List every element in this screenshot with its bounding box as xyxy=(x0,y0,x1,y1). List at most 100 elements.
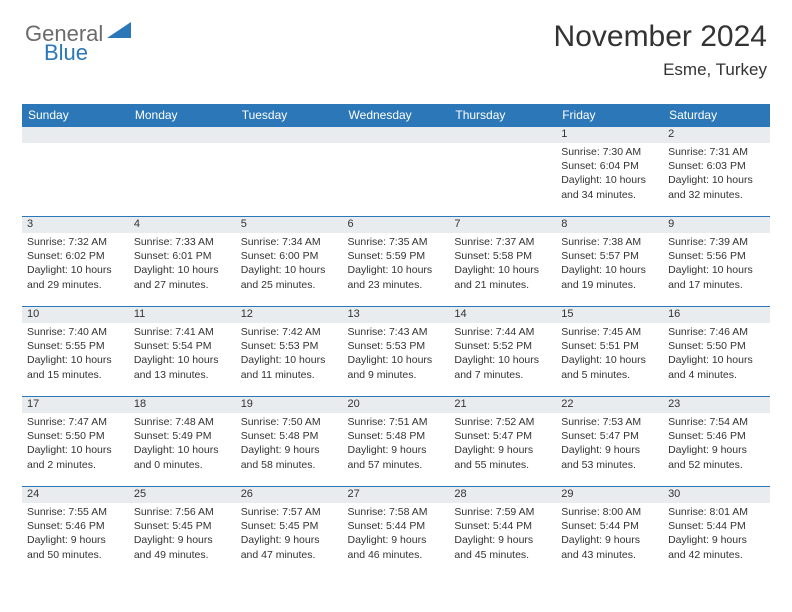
calendar-cell xyxy=(236,127,343,217)
sunset-line: Sunset: 6:01 PM xyxy=(134,249,231,263)
sunrise-line: Sunrise: 7:52 AM xyxy=(454,415,551,429)
daylight-line: Daylight: 10 hours and 27 minutes. xyxy=(134,263,231,291)
daylight-line: Daylight: 9 hours and 49 minutes. xyxy=(134,533,231,561)
daylight-line: Daylight: 9 hours and 45 minutes. xyxy=(454,533,551,561)
sunrise-line: Sunrise: 7:47 AM xyxy=(27,415,124,429)
day-number: 18 xyxy=(129,397,236,413)
daylight-line: Daylight: 10 hours and 4 minutes. xyxy=(668,353,765,381)
sunrise-line: Sunrise: 7:33 AM xyxy=(134,235,231,249)
day-number: 30 xyxy=(663,487,770,503)
daylight-line: Daylight: 9 hours and 57 minutes. xyxy=(348,443,445,471)
sunrise-line: Sunrise: 7:30 AM xyxy=(561,145,658,159)
calendar-cell: 10Sunrise: 7:40 AMSunset: 5:55 PMDayligh… xyxy=(22,307,129,397)
sunrise-line: Sunrise: 7:57 AM xyxy=(241,505,338,519)
calendar-cell: 18Sunrise: 7:48 AMSunset: 5:49 PMDayligh… xyxy=(129,397,236,487)
day-number: 7 xyxy=(449,217,556,233)
day-number: 4 xyxy=(129,217,236,233)
day-details: Sunrise: 7:42 AMSunset: 5:53 PMDaylight:… xyxy=(236,323,343,384)
calendar-cell: 14Sunrise: 7:44 AMSunset: 5:52 PMDayligh… xyxy=(449,307,556,397)
day-number: 13 xyxy=(343,307,450,323)
daylight-line: Daylight: 10 hours and 21 minutes. xyxy=(454,263,551,291)
daylight-line: Daylight: 10 hours and 0 minutes. xyxy=(134,443,231,471)
day-details: Sunrise: 7:37 AMSunset: 5:58 PMDaylight:… xyxy=(449,233,556,294)
daylight-line: Daylight: 10 hours and 23 minutes. xyxy=(348,263,445,291)
daylight-line: Daylight: 10 hours and 25 minutes. xyxy=(241,263,338,291)
calendar-cell: 6Sunrise: 7:35 AMSunset: 5:59 PMDaylight… xyxy=(343,217,450,307)
daylight-line: Daylight: 9 hours and 58 minutes. xyxy=(241,443,338,471)
sunrise-line: Sunrise: 7:39 AM xyxy=(668,235,765,249)
sunset-line: Sunset: 5:57 PM xyxy=(561,249,658,263)
weekday-header: Tuesday xyxy=(236,104,343,127)
daylight-line: Daylight: 9 hours and 53 minutes. xyxy=(561,443,658,471)
sunrise-line: Sunrise: 7:37 AM xyxy=(454,235,551,249)
calendar-cell: 5Sunrise: 7:34 AMSunset: 6:00 PMDaylight… xyxy=(236,217,343,307)
daylight-line: Daylight: 9 hours and 42 minutes. xyxy=(668,533,765,561)
sunrise-line: Sunrise: 7:51 AM xyxy=(348,415,445,429)
sunrise-line: Sunrise: 8:00 AM xyxy=(561,505,658,519)
day-details: Sunrise: 7:57 AMSunset: 5:45 PMDaylight:… xyxy=(236,503,343,564)
day-details: Sunrise: 7:45 AMSunset: 5:51 PMDaylight:… xyxy=(556,323,663,384)
day-number-empty xyxy=(236,127,343,143)
day-details: Sunrise: 7:35 AMSunset: 5:59 PMDaylight:… xyxy=(343,233,450,294)
day-number: 16 xyxy=(663,307,770,323)
sunset-line: Sunset: 5:56 PM xyxy=(668,249,765,263)
day-number: 10 xyxy=(22,307,129,323)
calendar-cell: 9 Sunrise: 7:39 AMSunset: 5:56 PMDaylight… xyxy=(663,217,770,307)
calendar-cell: 17Sunrise: 7:47 AMSunset: 5:50 PMDayligh… xyxy=(22,397,129,487)
sunrise-line: Sunrise: 7:54 AM xyxy=(668,415,765,429)
header-right: November 2024 Esme, Turkey xyxy=(554,20,767,80)
sunrise-line: Sunrise: 7:45 AM xyxy=(561,325,658,339)
day-number: 9 xyxy=(663,217,770,233)
day-number: 2 xyxy=(663,127,770,143)
day-number: 26 xyxy=(236,487,343,503)
sunset-line: Sunset: 5:51 PM xyxy=(561,339,658,353)
day-number: 1 xyxy=(556,127,663,143)
day-details: Sunrise: 7:46 AMSunset: 5:50 PMDaylight:… xyxy=(663,323,770,384)
day-details: Sunrise: 7:50 AMSunset: 5:48 PMDaylight:… xyxy=(236,413,343,474)
sunset-line: Sunset: 6:03 PM xyxy=(668,159,765,173)
day-details: Sunrise: 7:34 AMSunset: 6:00 PMDaylight:… xyxy=(236,233,343,294)
daylight-line: Daylight: 9 hours and 52 minutes. xyxy=(668,443,765,471)
calendar-table: Sunday Monday Tuesday Wednesday Thursday… xyxy=(22,104,770,577)
sunrise-line: Sunrise: 7:32 AM xyxy=(27,235,124,249)
calendar-cell: 29Sunrise: 8:00 AMSunset: 5:44 PMDayligh… xyxy=(556,487,663,577)
calendar-cell xyxy=(343,127,450,217)
calendar-cell: 13Sunrise: 7:43 AMSunset: 5:53 PMDayligh… xyxy=(343,307,450,397)
sunrise-line: Sunrise: 7:59 AM xyxy=(454,505,551,519)
calendar-cell: 16Sunrise: 7:46 AMSunset: 5:50 PMDayligh… xyxy=(663,307,770,397)
sunset-line: Sunset: 5:45 PM xyxy=(241,519,338,533)
day-number: 14 xyxy=(449,307,556,323)
sunset-line: Sunset: 6:00 PM xyxy=(241,249,338,263)
calendar-row: 24Sunrise: 7:55 AMSunset: 5:46 PMDayligh… xyxy=(22,487,770,577)
calendar-cell: 24Sunrise: 7:55 AMSunset: 5:46 PMDayligh… xyxy=(22,487,129,577)
sunset-line: Sunset: 5:48 PM xyxy=(241,429,338,443)
sunrise-line: Sunrise: 7:41 AM xyxy=(134,325,231,339)
daylight-line: Daylight: 10 hours and 2 minutes. xyxy=(27,443,124,471)
day-details: Sunrise: 7:41 AMSunset: 5:54 PMDaylight:… xyxy=(129,323,236,384)
day-number: 17 xyxy=(22,397,129,413)
calendar-cell xyxy=(22,127,129,217)
calendar-cell: 8Sunrise: 7:38 AMSunset: 5:57 PMDaylight… xyxy=(556,217,663,307)
day-number: 12 xyxy=(236,307,343,323)
calendar-cell: 1Sunrise: 7:30 AMSunset: 6:04 PMDaylight… xyxy=(556,127,663,217)
day-number: 19 xyxy=(236,397,343,413)
daylight-line: Daylight: 10 hours and 15 minutes. xyxy=(27,353,124,381)
sunset-line: Sunset: 5:50 PM xyxy=(668,339,765,353)
day-details: Sunrise: 7:43 AMSunset: 5:53 PMDaylight:… xyxy=(343,323,450,384)
day-number: 15 xyxy=(556,307,663,323)
day-number: 5 xyxy=(236,217,343,233)
calendar-cell xyxy=(129,127,236,217)
day-number-empty xyxy=(343,127,450,143)
sunrise-line: Sunrise: 7:58 AM xyxy=(348,505,445,519)
sunrise-line: Sunrise: 7:48 AM xyxy=(134,415,231,429)
daylight-line: Daylight: 10 hours and 17 minutes. xyxy=(668,263,765,291)
daylight-line: Daylight: 10 hours and 34 minutes. xyxy=(561,173,658,201)
sunrise-line: Sunrise: 7:40 AM xyxy=(27,325,124,339)
daylight-line: Daylight: 10 hours and 5 minutes. xyxy=(561,353,658,381)
day-details: Sunrise: 7:40 AMSunset: 5:55 PMDaylight:… xyxy=(22,323,129,384)
weekday-header: Monday xyxy=(129,104,236,127)
weekday-header: Sunday xyxy=(22,104,129,127)
sunrise-line: Sunrise: 7:35 AM xyxy=(348,235,445,249)
day-details: Sunrise: 7:53 AMSunset: 5:47 PMDaylight:… xyxy=(556,413,663,474)
logo-text-blue-wrap: Blue xyxy=(44,40,88,66)
